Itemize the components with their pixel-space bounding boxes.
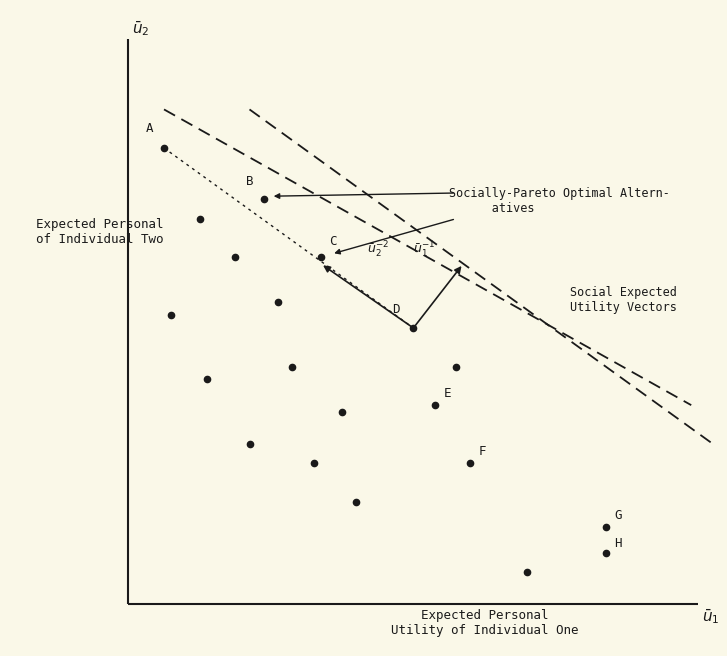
Text: Expected Personal
Utility of Individual One: Expected Personal Utility of Individual … <box>391 609 579 636</box>
Text: $\bar{u}_1^{-1}$: $\bar{u}_1^{-1}$ <box>413 240 435 260</box>
Text: $\bar{u}_2^{-2}$: $\bar{u}_2^{-2}$ <box>366 240 389 260</box>
Text: C: C <box>329 235 337 248</box>
Text: Expected Personal
of Individual Two: Expected Personal of Individual Two <box>36 218 164 245</box>
Text: G: G <box>614 509 622 522</box>
Text: $\bar{u}_2$: $\bar{u}_2$ <box>132 20 150 39</box>
Text: F: F <box>479 445 486 458</box>
Text: D: D <box>392 304 400 316</box>
Text: Social Expected
Utility Vectors: Social Expected Utility Vectors <box>570 286 677 314</box>
Text: Socially-Pareto Optimal Altern-
      atives: Socially-Pareto Optimal Altern- atives <box>449 186 670 215</box>
Text: H: H <box>614 537 622 550</box>
Text: B: B <box>246 175 254 188</box>
Text: E: E <box>443 387 451 400</box>
Text: $\bar{u}_1$: $\bar{u}_1$ <box>702 607 720 626</box>
Text: A: A <box>146 122 153 135</box>
